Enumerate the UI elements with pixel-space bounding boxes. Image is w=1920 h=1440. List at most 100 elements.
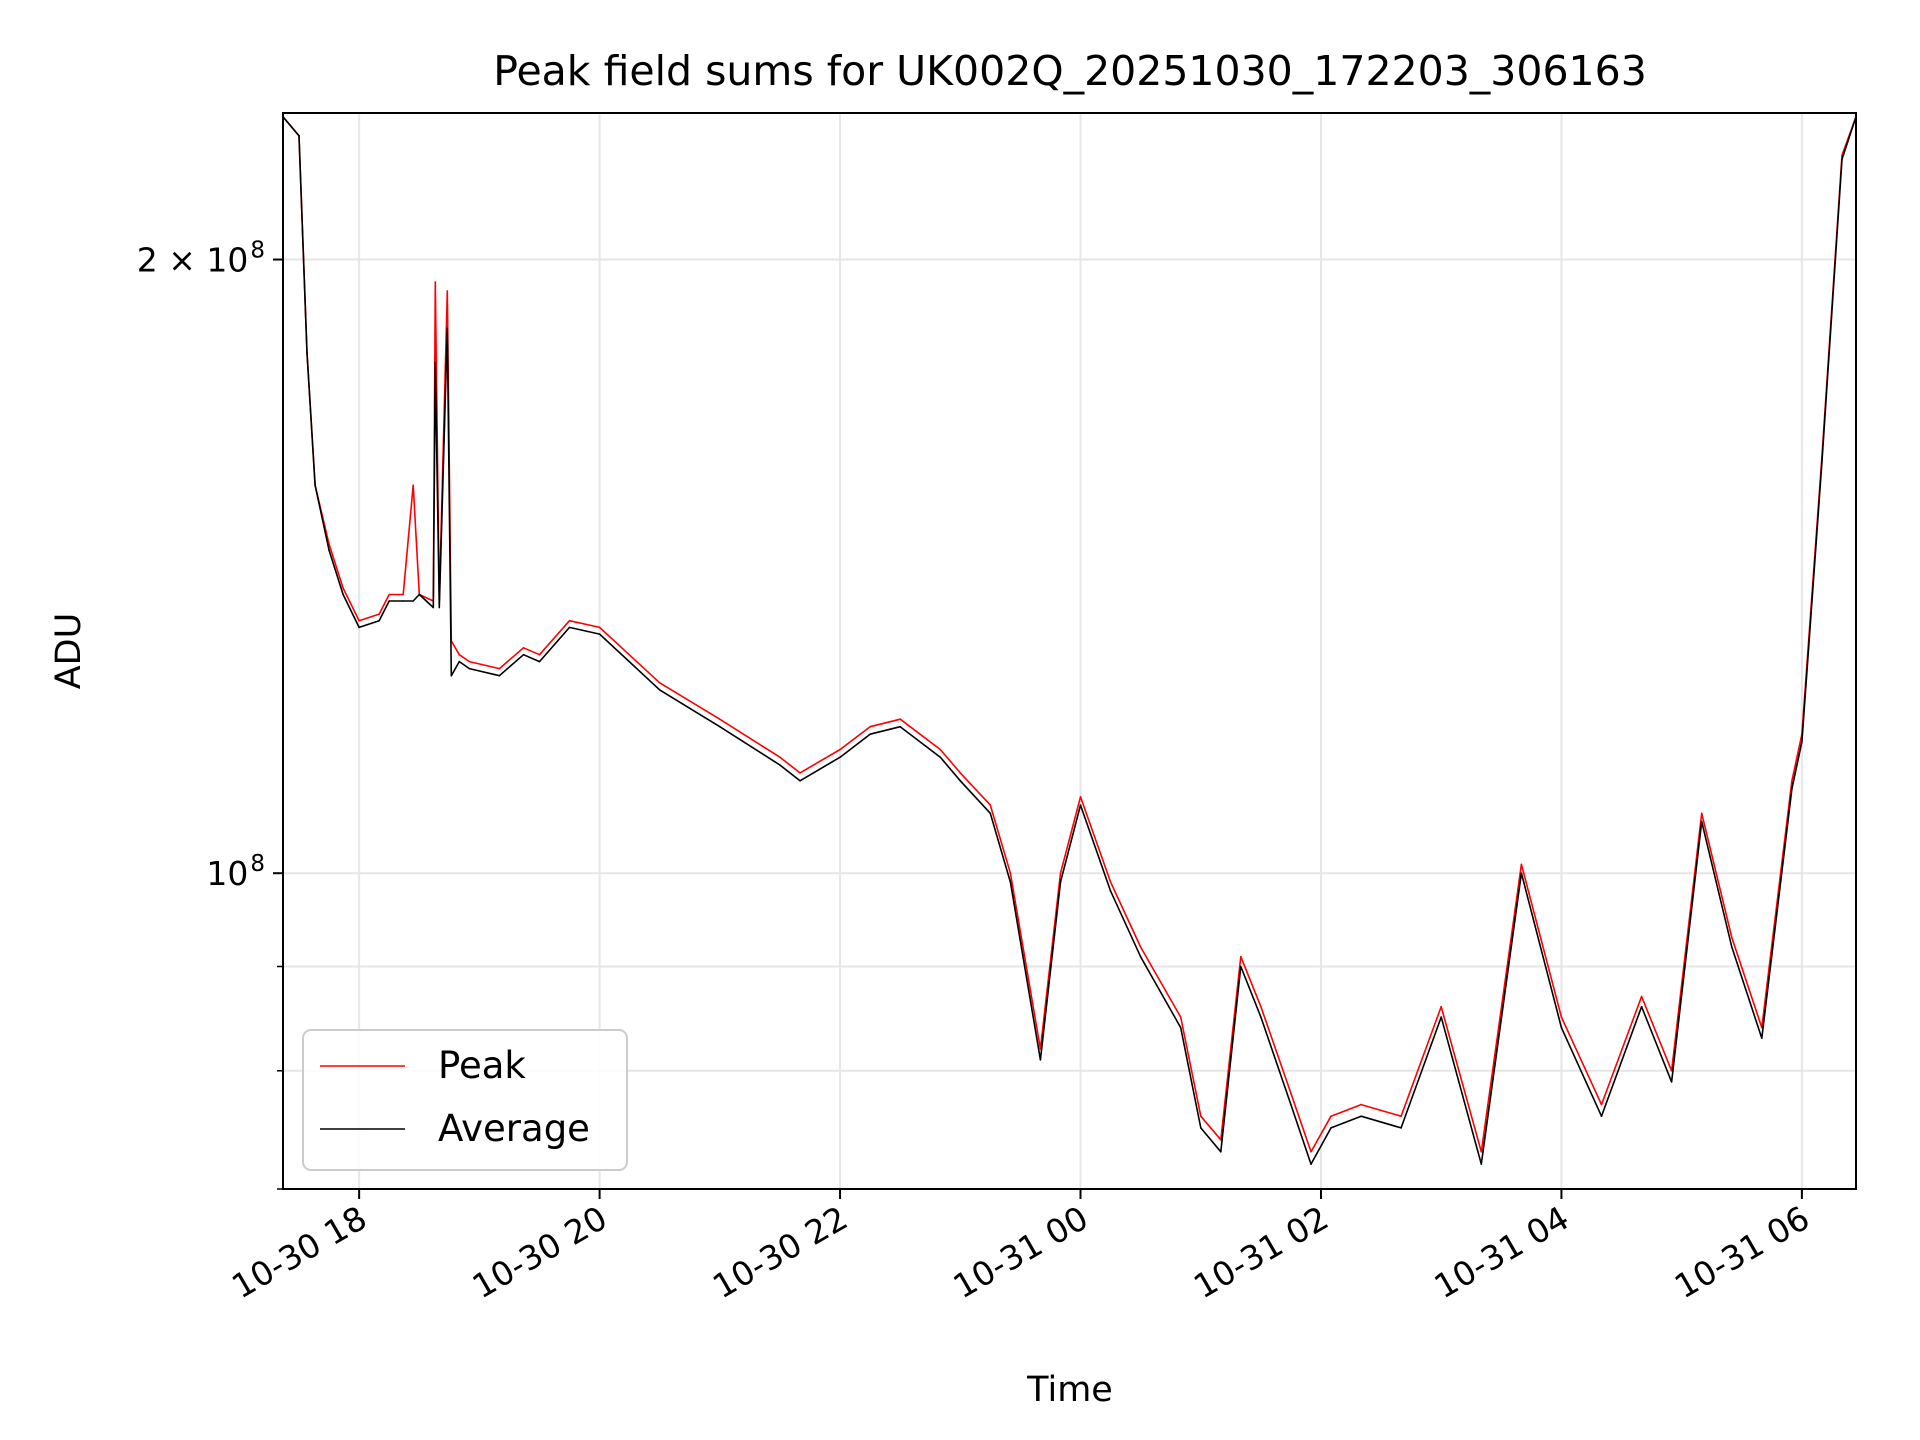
data-point-peak [458, 653, 461, 656]
data-point-peak [342, 587, 344, 589]
data-point-peak [1260, 1005, 1262, 1008]
data-point-peak [1480, 1151, 1483, 1153]
data-point-peak [434, 281, 437, 283]
data-point-peak [1109, 881, 1112, 883]
data-point-average [1480, 1163, 1483, 1165]
data-point-peak [388, 593, 391, 596]
data-point-average [434, 361, 437, 364]
data-point-peak [1731, 936, 1733, 939]
data-point-average [498, 674, 501, 677]
legend: Peak Average [302, 1029, 628, 1171]
data-point-average [779, 764, 781, 766]
data-point-peak [1059, 872, 1062, 874]
data-point-peak [402, 593, 405, 596]
data-point-average [1400, 1127, 1402, 1129]
data-point-peak [1400, 1115, 1402, 1117]
data-point-peak [1200, 1115, 1202, 1117]
data-point-peak [959, 772, 962, 774]
data-point-peak [358, 619, 360, 622]
data-point-average [538, 660, 541, 663]
data-point-average [1520, 872, 1523, 874]
data-point-average [1039, 1059, 1042, 1061]
y-tick-label-exponent: 8 [250, 851, 265, 877]
data-point-average [342, 593, 344, 596]
y-tick-label: 2 × 108 [137, 238, 265, 280]
data-point-average [1290, 1103, 1292, 1106]
data-point-average [1670, 1081, 1673, 1083]
data-point-average [899, 725, 901, 728]
data-point-peak [1310, 1151, 1312, 1153]
data-point-peak [869, 725, 871, 728]
data-point-average [1360, 1115, 1362, 1117]
data-point-average [432, 606, 435, 609]
data-point-peak [1640, 995, 1643, 998]
data-point-peak [939, 748, 942, 751]
data-point-average [1440, 1016, 1442, 1018]
data-point-average [450, 674, 453, 677]
data-point-average [1761, 1037, 1763, 1039]
data-point-average [378, 619, 381, 622]
data-point-average [1640, 1005, 1643, 1008]
data-point-average [418, 593, 421, 596]
data-point-average [328, 549, 330, 552]
y-tick-label: 108 [206, 851, 265, 893]
data-point-peak [1791, 780, 1793, 782]
data-point-average [412, 600, 415, 602]
data-point-average [658, 689, 661, 691]
data-point-peak [1179, 1016, 1182, 1018]
data-point-peak [1220, 1139, 1222, 1141]
data-point-average [598, 633, 601, 635]
data-point-peak [899, 718, 901, 720]
data-point-peak [1139, 946, 1142, 948]
data-point-average [1179, 1026, 1182, 1029]
data-point-average [298, 135, 300, 137]
data-point-average [1260, 1016, 1262, 1018]
legend-label-peak: Peak [438, 1044, 526, 1087]
data-point-peak [1670, 1070, 1673, 1072]
data-point-average [388, 600, 391, 602]
data-point-average [314, 484, 316, 487]
data-point-peak [498, 667, 501, 670]
data-point-average [1700, 820, 1703, 823]
data-point-peak [598, 626, 601, 629]
data-point-peak [1009, 872, 1012, 874]
data-point-peak [568, 619, 571, 622]
y-tick-label-base: 10 [206, 854, 248, 893]
data-point-average [402, 600, 405, 602]
data-point-peak [1330, 1115, 1332, 1117]
data-point-average [458, 660, 461, 663]
series-layer [282, 116, 1857, 1165]
y-tick-label-base: 2 × 10 [137, 241, 249, 280]
data-point-average [1079, 804, 1082, 806]
data-point-average [1600, 1115, 1603, 1117]
data-point-peak [412, 484, 415, 487]
data-point-peak [989, 804, 992, 806]
data-point-peak [1240, 955, 1242, 958]
data-point-peak [1700, 812, 1703, 815]
data-point-peak [1360, 1103, 1362, 1106]
legend-box [302, 1029, 628, 1171]
data-point-peak [378, 613, 381, 615]
data-point-peak [779, 756, 781, 758]
data-point-peak [719, 718, 721, 720]
data-point-peak [468, 660, 471, 663]
y-tick-label-exponent: 8 [250, 238, 265, 264]
data-point-peak [1440, 1005, 1442, 1008]
data-point-peak [1520, 863, 1523, 866]
data-point-average [959, 780, 962, 782]
data-point-peak [839, 748, 841, 751]
data-point-average [989, 812, 992, 815]
data-point-average [1791, 788, 1793, 790]
data-point-average [522, 653, 525, 656]
data-point-average [1310, 1163, 1312, 1165]
data-point-average [939, 756, 942, 758]
data-point-peak [658, 682, 661, 684]
data-point-peak [1600, 1103, 1603, 1106]
data-point-peak [1761, 1026, 1763, 1029]
data-point-peak [1560, 1016, 1563, 1018]
plot-frame [282, 112, 1857, 1190]
data-point-average [438, 606, 441, 609]
data-point-average [1330, 1127, 1332, 1129]
